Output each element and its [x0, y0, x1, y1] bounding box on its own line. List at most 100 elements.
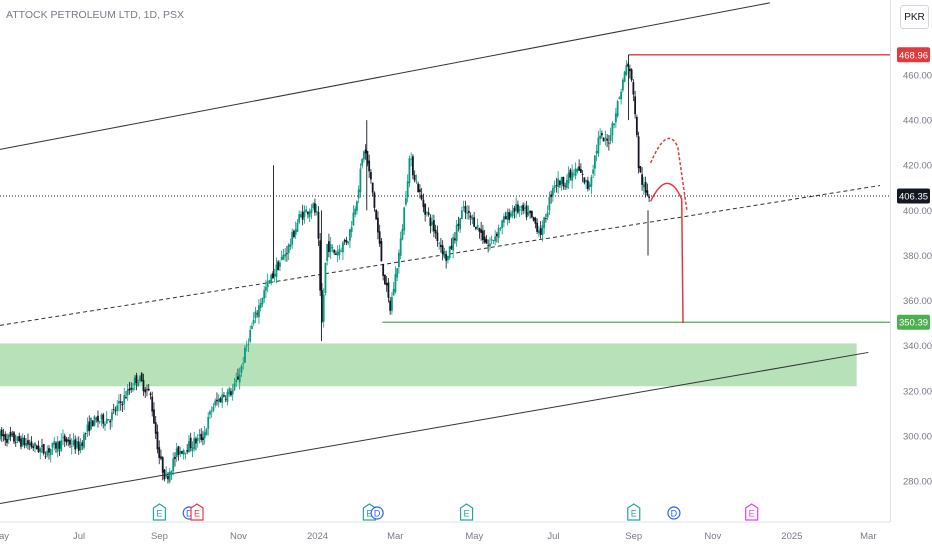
event-marker-earnings[interactable]: E	[459, 503, 474, 521]
candle-body	[149, 393, 152, 395]
candle-body	[130, 387, 133, 390]
candle-body	[497, 228, 500, 238]
candle-body	[98, 421, 101, 423]
candle-body	[39, 448, 42, 453]
candle-body	[581, 173, 584, 175]
candle-body	[205, 429, 208, 436]
time-axis[interactable]: May Jul Sep Nov 2024 Mar May Jul Sep Nov 2025 Mar	[0, 531, 877, 542]
candle-body	[604, 137, 607, 139]
candle-body	[398, 252, 400, 268]
price-axis[interactable]: 280.00 300.00 320.00 340.00 360.00 380.00 400.…	[903, 71, 932, 488]
candle-body	[569, 169, 572, 178]
candle-body	[219, 398, 222, 402]
candle-body	[606, 138, 609, 141]
candle-body	[95, 418, 98, 420]
candle-body	[18, 436, 21, 442]
candle-body	[231, 390, 234, 395]
candle-body	[586, 180, 589, 190]
candle-body	[495, 233, 498, 237]
time-tick-label: Mar	[387, 531, 403, 542]
price-tick-label: 280.00	[903, 477, 932, 488]
event-marker-earnings[interactable]: E	[152, 503, 167, 521]
channel-lower-line[interactable]	[0, 351, 869, 505]
projection-curves[interactable]	[649, 137, 688, 324]
candle-body	[307, 211, 309, 215]
candle-body	[266, 281, 269, 288]
earnings-badge	[627, 503, 641, 521]
candle-body	[466, 212, 469, 214]
candle-body	[146, 389, 148, 391]
candle-body	[474, 226, 477, 229]
candle-body	[37, 445, 40, 452]
candle-body	[347, 241, 350, 244]
projection-curve-dashed[interactable]	[649, 137, 688, 211]
candle-body	[90, 417, 92, 430]
event-marker-earnings[interactable]: E	[627, 503, 641, 521]
candle-body	[161, 457, 164, 473]
candle-body	[410, 158, 413, 160]
candle-body	[412, 156, 414, 176]
candle-body	[630, 69, 633, 81]
candle-body	[462, 206, 465, 208]
candle-body	[623, 71, 626, 82]
candle-body	[123, 395, 126, 404]
candle-body	[44, 456, 47, 458]
projection-curve-solid[interactable]	[649, 182, 684, 324]
candle-body	[294, 229, 297, 235]
channel-middle-dashed-line[interactable]	[0, 185, 881, 326]
candle-body	[508, 212, 511, 220]
candle-body	[53, 441, 56, 445]
candle-body	[84, 433, 87, 434]
candle-body	[245, 345, 248, 347]
candle-body	[616, 101, 619, 117]
currency-button[interactable]: PKR	[900, 5, 929, 29]
candle-body	[634, 96, 637, 115]
candle-body	[628, 68, 631, 72]
candle-body	[214, 400, 217, 406]
candle-body	[0, 431, 1, 440]
event-marker-earnings-red[interactable]: E	[190, 503, 204, 521]
channel-upper-line[interactable]	[0, 2, 770, 150]
event-marker-dividend[interactable]: D	[667, 506, 681, 520]
dividend-badge	[667, 506, 681, 520]
candle-body	[513, 207, 516, 212]
demand-zone-rect[interactable]	[0, 343, 857, 387]
candle-body	[635, 117, 638, 136]
horizontal-levels[interactable]	[0, 54, 890, 323]
candle-body	[160, 456, 162, 459]
candle-body	[380, 241, 383, 262]
candle-body	[564, 185, 567, 187]
event-marker-dividend[interactable]: D	[370, 506, 384, 520]
candle-body	[648, 196, 651, 198]
candle-body	[315, 210, 318, 213]
candle-body	[210, 410, 213, 412]
candle-body	[317, 211, 320, 239]
candle-body	[329, 244, 332, 252]
candle-body	[259, 303, 262, 309]
candle-body	[567, 172, 570, 184]
time-tick-label: May	[465, 531, 483, 542]
candle-body	[135, 375, 138, 383]
channel-lines[interactable]	[0, 2, 881, 505]
candle-body	[389, 300, 392, 311]
candle-body	[291, 231, 294, 245]
candle-body	[310, 209, 313, 214]
candle-body	[55, 442, 57, 449]
candle-body	[254, 311, 257, 319]
candle-body	[112, 409, 115, 410]
price-tick-label: 320.00	[903, 386, 932, 397]
candle-body	[469, 215, 472, 218]
candle-body	[422, 199, 425, 208]
candle-body	[382, 264, 385, 276]
candle-body	[599, 135, 602, 139]
candle-body	[368, 160, 371, 172]
candle-body	[188, 441, 190, 453]
candle-body	[637, 136, 640, 169]
grid-layer	[0, 0, 891, 523]
candle-body	[126, 388, 129, 396]
candle-body	[300, 214, 302, 217]
candle-body	[518, 208, 521, 211]
earnings-badge	[745, 503, 759, 521]
event-marker-earnings-purple[interactable]: E	[745, 503, 759, 521]
